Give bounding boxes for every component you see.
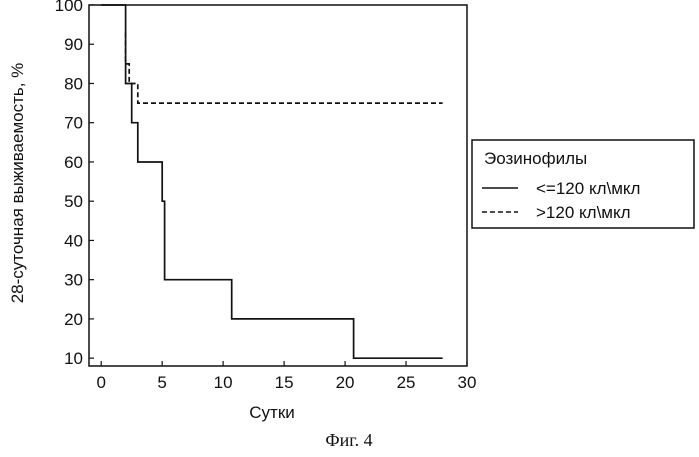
y-tick-label: 80 — [64, 74, 83, 93]
legend-label-high: >120 кл\мкл — [536, 203, 631, 222]
legend-label-low: <=120 кл\мкл — [536, 179, 640, 198]
x-tick-label: 10 — [214, 373, 233, 392]
x-tick-label: 5 — [157, 373, 166, 392]
y-axis-title: 28-суточная выживаемость, % — [8, 63, 27, 304]
series-line-high — [126, 33, 443, 104]
y-tick-label: 90 — [64, 35, 83, 54]
plot-frame — [89, 5, 467, 366]
legend-title: Эозинофилы — [484, 149, 587, 168]
x-tick-label: 25 — [397, 373, 416, 392]
series-layer — [101, 5, 442, 358]
y-tick-label: 30 — [64, 271, 83, 290]
y-tick-label: 40 — [64, 231, 83, 250]
y-tick-label: 10 — [64, 349, 83, 368]
x-tick-label: 15 — [275, 373, 294, 392]
y-tick-label: 70 — [64, 114, 83, 133]
y-tick-label: 60 — [64, 153, 83, 172]
y-tick-label: 50 — [64, 192, 83, 211]
x-tick-label: 0 — [96, 373, 105, 392]
legend: Эозинофилы <=120 кл\мкл >120 кл\мкл — [472, 140, 694, 228]
x-axis-title: Сутки — [249, 403, 295, 422]
figure-caption: Фиг. 4 — [325, 430, 372, 450]
x-tick-label: 20 — [336, 373, 355, 392]
x-tick-label: 30 — [458, 373, 477, 392]
y-tick-label: 20 — [64, 310, 83, 329]
series-line-low — [101, 5, 442, 358]
tick-layer: 0 5 10 15 20 25 30 10 20 30 40 50 60 70 80 90 100 — [55, 0, 477, 392]
y-tick-label: 100 — [55, 0, 83, 15]
plot-area-border — [89, 5, 467, 366]
